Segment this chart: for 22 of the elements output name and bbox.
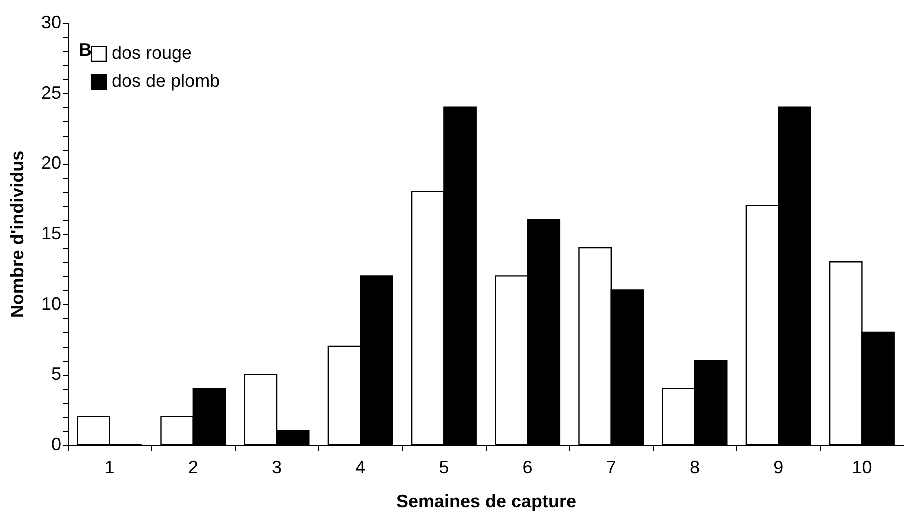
y-tick-label: 30 xyxy=(41,12,62,32)
y-tick-label: 15 xyxy=(41,224,62,244)
x-tick-label: 3 xyxy=(272,458,282,478)
x-tick-label: 5 xyxy=(439,458,450,478)
x-tick-label: 10 xyxy=(852,458,872,478)
y-tick-label: 20 xyxy=(41,153,62,174)
legend-label: dos de plomb xyxy=(112,71,220,91)
legend-label: dos rouge xyxy=(112,43,192,63)
y-axis-title: Nombre d'individus xyxy=(7,150,28,318)
x-tick-label: 9 xyxy=(774,458,784,478)
x-tick-label: 1 xyxy=(104,458,115,478)
x-axis-title: Semaines de capture xyxy=(396,492,577,512)
y-tick-label: 25 xyxy=(41,82,62,103)
y-tick-label: 10 xyxy=(41,294,62,314)
y-tick-label: 0 xyxy=(51,434,62,454)
x-tick-label: 6 xyxy=(522,458,533,478)
x-tick-label: 7 xyxy=(606,458,616,478)
x-tick-label: 8 xyxy=(690,458,700,478)
x-tick-label: 4 xyxy=(356,458,366,478)
text: B xyxy=(78,40,92,60)
x-tick-label: 2 xyxy=(188,458,198,478)
y-tick-label: 5 xyxy=(51,364,62,384)
